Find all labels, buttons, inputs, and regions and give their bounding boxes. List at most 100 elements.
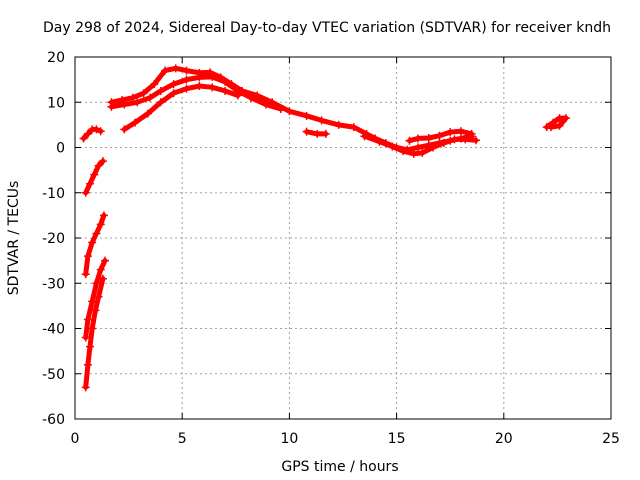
y-axis-label: SDTVAR / TECUs — [6, 181, 22, 296]
data-point — [349, 123, 358, 132]
data-point — [450, 135, 459, 144]
data-point — [302, 111, 311, 120]
data-point — [317, 116, 326, 125]
data-point — [182, 84, 191, 93]
data-point — [182, 66, 191, 75]
data-point — [139, 89, 148, 98]
data-point — [409, 149, 418, 158]
chart-title: Day 298 of 2024, Sidereal Day-to-day VTE… — [43, 20, 611, 36]
data-point — [90, 170, 99, 179]
series-trace-k — [405, 127, 476, 145]
data-point — [107, 102, 116, 111]
data-point — [143, 109, 152, 118]
data-point — [120, 100, 129, 109]
data-point — [435, 131, 444, 140]
data-point — [94, 161, 103, 170]
series-trace-h — [120, 81, 242, 134]
data-point — [88, 324, 97, 333]
data-point — [96, 127, 105, 136]
data-point — [195, 73, 204, 82]
series-trace-i — [302, 127, 330, 138]
gridlines — [75, 57, 611, 419]
x-tick-label: 20 — [495, 431, 513, 447]
y-tick-label: -60 — [42, 412, 65, 428]
data-point — [81, 383, 90, 392]
data-point — [150, 80, 159, 89]
data-point — [405, 136, 414, 145]
data-point — [96, 220, 105, 229]
data-point — [161, 66, 170, 75]
x-tick-labels: 0 5 10 15 20 25 — [71, 431, 620, 447]
data-point — [429, 143, 438, 152]
series-trace-a — [79, 125, 105, 143]
y-tick-label: -20 — [42, 231, 65, 247]
data-point — [92, 125, 101, 134]
data-point — [120, 125, 129, 134]
data-point — [302, 127, 311, 136]
data-point — [91, 306, 100, 315]
axis-ticks — [74, 56, 612, 420]
data-point — [88, 297, 97, 306]
x-tick-label: 5 — [178, 431, 187, 447]
data-point — [81, 270, 90, 279]
y-tick-labels: 20 10 0 -10 -20 -30 -40 -50 -60 — [42, 50, 65, 428]
data-point — [133, 98, 142, 107]
x-axis-label: GPS time / hours — [281, 459, 398, 475]
data-point — [546, 123, 555, 132]
x-tick-label: 10 — [280, 431, 298, 447]
series-trace — [121, 83, 241, 132]
data-point — [94, 292, 103, 301]
data-point — [471, 136, 480, 145]
data-point — [146, 93, 155, 102]
data-point — [98, 157, 107, 166]
data-point — [414, 134, 423, 143]
series-trace-c — [81, 211, 108, 279]
data-point — [99, 211, 108, 220]
data-point — [169, 89, 178, 98]
data-point — [81, 333, 90, 342]
data-point — [83, 129, 92, 138]
y-tick-label: 20 — [47, 50, 65, 66]
series-trace-l — [542, 114, 570, 132]
data-point — [88, 238, 97, 247]
data-point — [156, 98, 165, 107]
data-point — [375, 137, 384, 146]
y-tick-label: 10 — [47, 95, 65, 111]
data-point — [79, 134, 88, 143]
series-trace-d — [81, 256, 110, 342]
x-tick-label: 25 — [602, 431, 620, 447]
series-trace — [83, 258, 108, 341]
data-point — [461, 135, 470, 144]
data-point — [128, 93, 137, 102]
data-point — [233, 91, 242, 100]
x-tick-label: 0 — [71, 431, 80, 447]
data-point — [321, 129, 330, 138]
data-point — [246, 93, 255, 102]
y-tick-label: -50 — [42, 367, 65, 383]
data-point — [98, 274, 107, 283]
series-trace-e — [81, 274, 107, 392]
data-point — [208, 83, 217, 92]
y-tick-label: 0 — [56, 141, 65, 157]
data-point — [334, 120, 343, 129]
data-point — [96, 265, 105, 274]
series-trace-j — [360, 132, 480, 158]
data-point — [424, 133, 433, 142]
data-point — [195, 81, 204, 90]
data-point — [276, 105, 285, 114]
y-tick-label: -10 — [42, 186, 65, 202]
data-point — [418, 148, 427, 157]
data-series — [79, 64, 570, 392]
series-trace-g — [107, 72, 285, 114]
data-point — [92, 229, 101, 238]
data-point — [221, 86, 230, 95]
data-point — [83, 360, 92, 369]
data-point — [131, 118, 140, 127]
y-tick-label: -30 — [42, 276, 65, 292]
data-point — [156, 86, 165, 95]
data-point — [555, 121, 564, 130]
data-point — [414, 143, 423, 152]
data-point — [83, 252, 92, 261]
data-point — [83, 315, 92, 324]
